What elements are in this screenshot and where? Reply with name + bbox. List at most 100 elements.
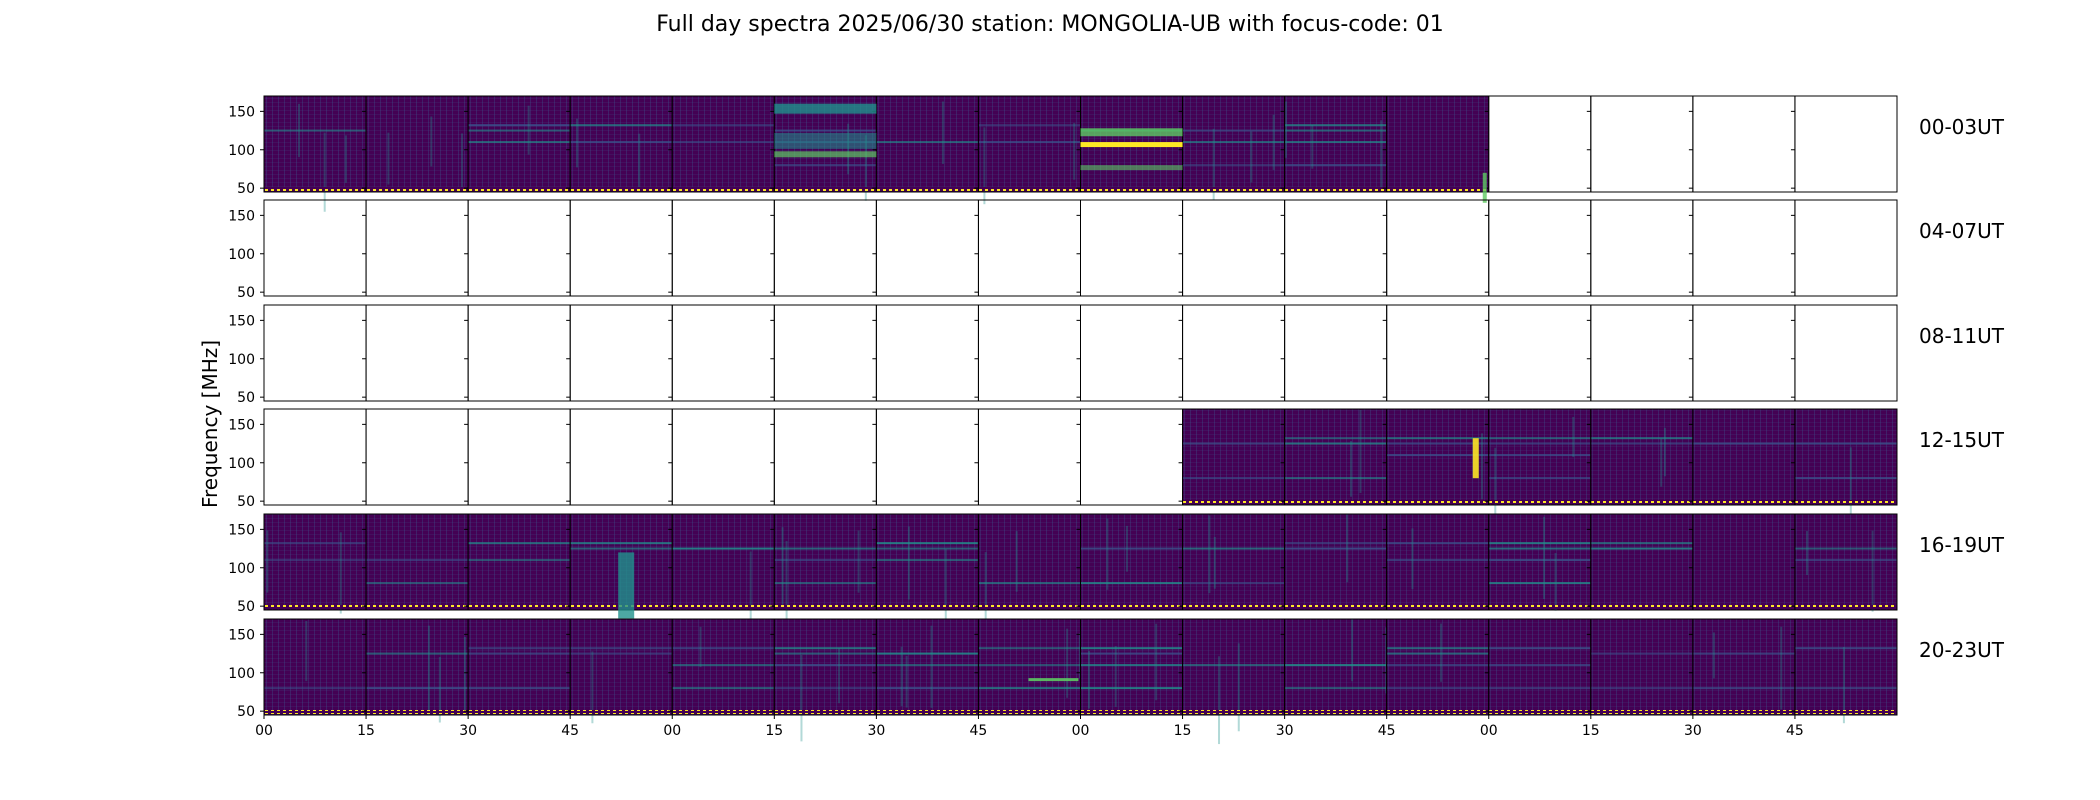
interference-spike — [1066, 628, 1069, 698]
spectrum-panel — [1076, 408, 1184, 506]
spectrum-panel — [872, 199, 979, 297]
spectrum-panel — [1178, 199, 1286, 297]
interference-spike — [785, 541, 788, 628]
interference-spike — [1078, 633, 1081, 679]
dotted-band — [264, 187, 367, 191]
spectrum-panel — [770, 408, 877, 506]
panel-frame — [1590, 95, 1694, 193]
y-tick-label: 50 — [237, 599, 255, 615]
spectrum-panel — [770, 199, 877, 297]
dotted-band — [468, 710, 571, 714]
emission-line — [672, 647, 775, 650]
strong-emission-line — [1080, 142, 1183, 148]
interference-spike — [1015, 531, 1018, 592]
emission-line — [1590, 542, 1693, 545]
y-tick-label: 150 — [228, 522, 255, 538]
emission-line — [1590, 442, 1693, 445]
spectrum-panel — [770, 618, 877, 742]
emission-line — [366, 652, 469, 655]
spectrum-background — [468, 96, 571, 192]
spectrum-panel — [1382, 95, 1490, 193]
y-tick-label: 100 — [228, 247, 255, 263]
panel-frame — [671, 304, 775, 402]
spectrum-panel — [668, 408, 775, 506]
emission-line — [1590, 652, 1693, 655]
emission-line — [1386, 652, 1489, 655]
x-tick-label: 00 — [663, 723, 681, 739]
emission-line — [876, 559, 979, 562]
spectrum-background — [1182, 96, 1285, 192]
interference-spike — [1472, 438, 1479, 479]
x-tick-label: 15 — [1174, 723, 1192, 739]
spectrum-panel — [260, 304, 367, 402]
emission-line — [1794, 687, 1897, 690]
dotted-band — [468, 187, 571, 191]
panel-frame — [773, 408, 877, 506]
spectrum-panel — [1076, 304, 1184, 402]
panel-frame — [773, 304, 877, 402]
emission-line — [468, 647, 571, 650]
interference-spike — [618, 552, 635, 619]
dotted-band — [876, 605, 979, 609]
spectrum-panel — [974, 199, 1081, 297]
panel-frame — [1080, 408, 1184, 506]
spectrum-panel — [974, 304, 1081, 402]
spectrum-panel — [362, 199, 469, 297]
emission-line — [1590, 437, 1693, 440]
row-label: 12-15UT — [1919, 428, 2005, 452]
interference-spike — [344, 135, 347, 183]
panel-frame — [263, 408, 367, 506]
spectrum-panel — [1484, 199, 1592, 297]
interference-spike — [1805, 531, 1808, 575]
panel-frame — [569, 199, 673, 297]
emission-line — [1794, 547, 1897, 550]
dotted-band — [1590, 605, 1693, 609]
emission-line — [672, 664, 775, 667]
emission-line — [570, 647, 673, 650]
spectrum-panel — [1178, 513, 1286, 611]
spectrum-background — [1182, 619, 1285, 715]
chart-title: Full day spectra 2025/06/30 station: MON… — [656, 12, 1444, 37]
emission-line — [1386, 559, 1489, 562]
spectrum-panel — [1586, 95, 1694, 193]
emission-line — [1284, 547, 1387, 550]
emission-line — [1590, 547, 1693, 550]
spectrum-panel — [770, 513, 877, 628]
emission-line — [1182, 582, 1285, 585]
spectrum-panel — [1076, 513, 1184, 611]
dotted-band — [1284, 710, 1387, 714]
dotted-band — [366, 187, 469, 191]
spectrum-background — [468, 619, 571, 715]
panel-frame — [875, 304, 979, 402]
emission-line — [774, 129, 877, 132]
x-tick-label: 45 — [561, 723, 579, 739]
emission-line — [1080, 664, 1183, 667]
emission-line — [468, 141, 571, 144]
dotted-band — [1080, 710, 1183, 714]
spectrum-background — [264, 96, 367, 192]
panel-frame — [1692, 304, 1796, 402]
spectrum-background — [978, 96, 1081, 192]
row-label: 00-03UT — [1919, 115, 2005, 139]
x-tick-label: 00 — [1072, 723, 1090, 739]
spectrum-panel — [1790, 408, 1898, 518]
emission-line — [1284, 164, 1387, 167]
spectrum-panel — [1790, 304, 1898, 402]
emission-line — [1386, 454, 1489, 457]
spectrum-panel — [362, 618, 469, 723]
spectrum-panel — [1280, 304, 1388, 402]
panel-frame — [1794, 95, 1898, 193]
panel-frame — [977, 304, 1081, 402]
panel-frame — [1794, 304, 1898, 402]
emission-line — [1284, 542, 1387, 545]
interference-spike — [1212, 128, 1215, 201]
dotted-band — [1182, 605, 1285, 609]
emission-line — [1386, 437, 1489, 440]
emission-line — [1182, 129, 1285, 132]
emission-line — [1284, 442, 1387, 445]
interference-spike — [781, 527, 784, 605]
spectrum-panel — [260, 95, 367, 212]
panel-frame — [1284, 304, 1388, 402]
emission-line — [774, 547, 877, 550]
